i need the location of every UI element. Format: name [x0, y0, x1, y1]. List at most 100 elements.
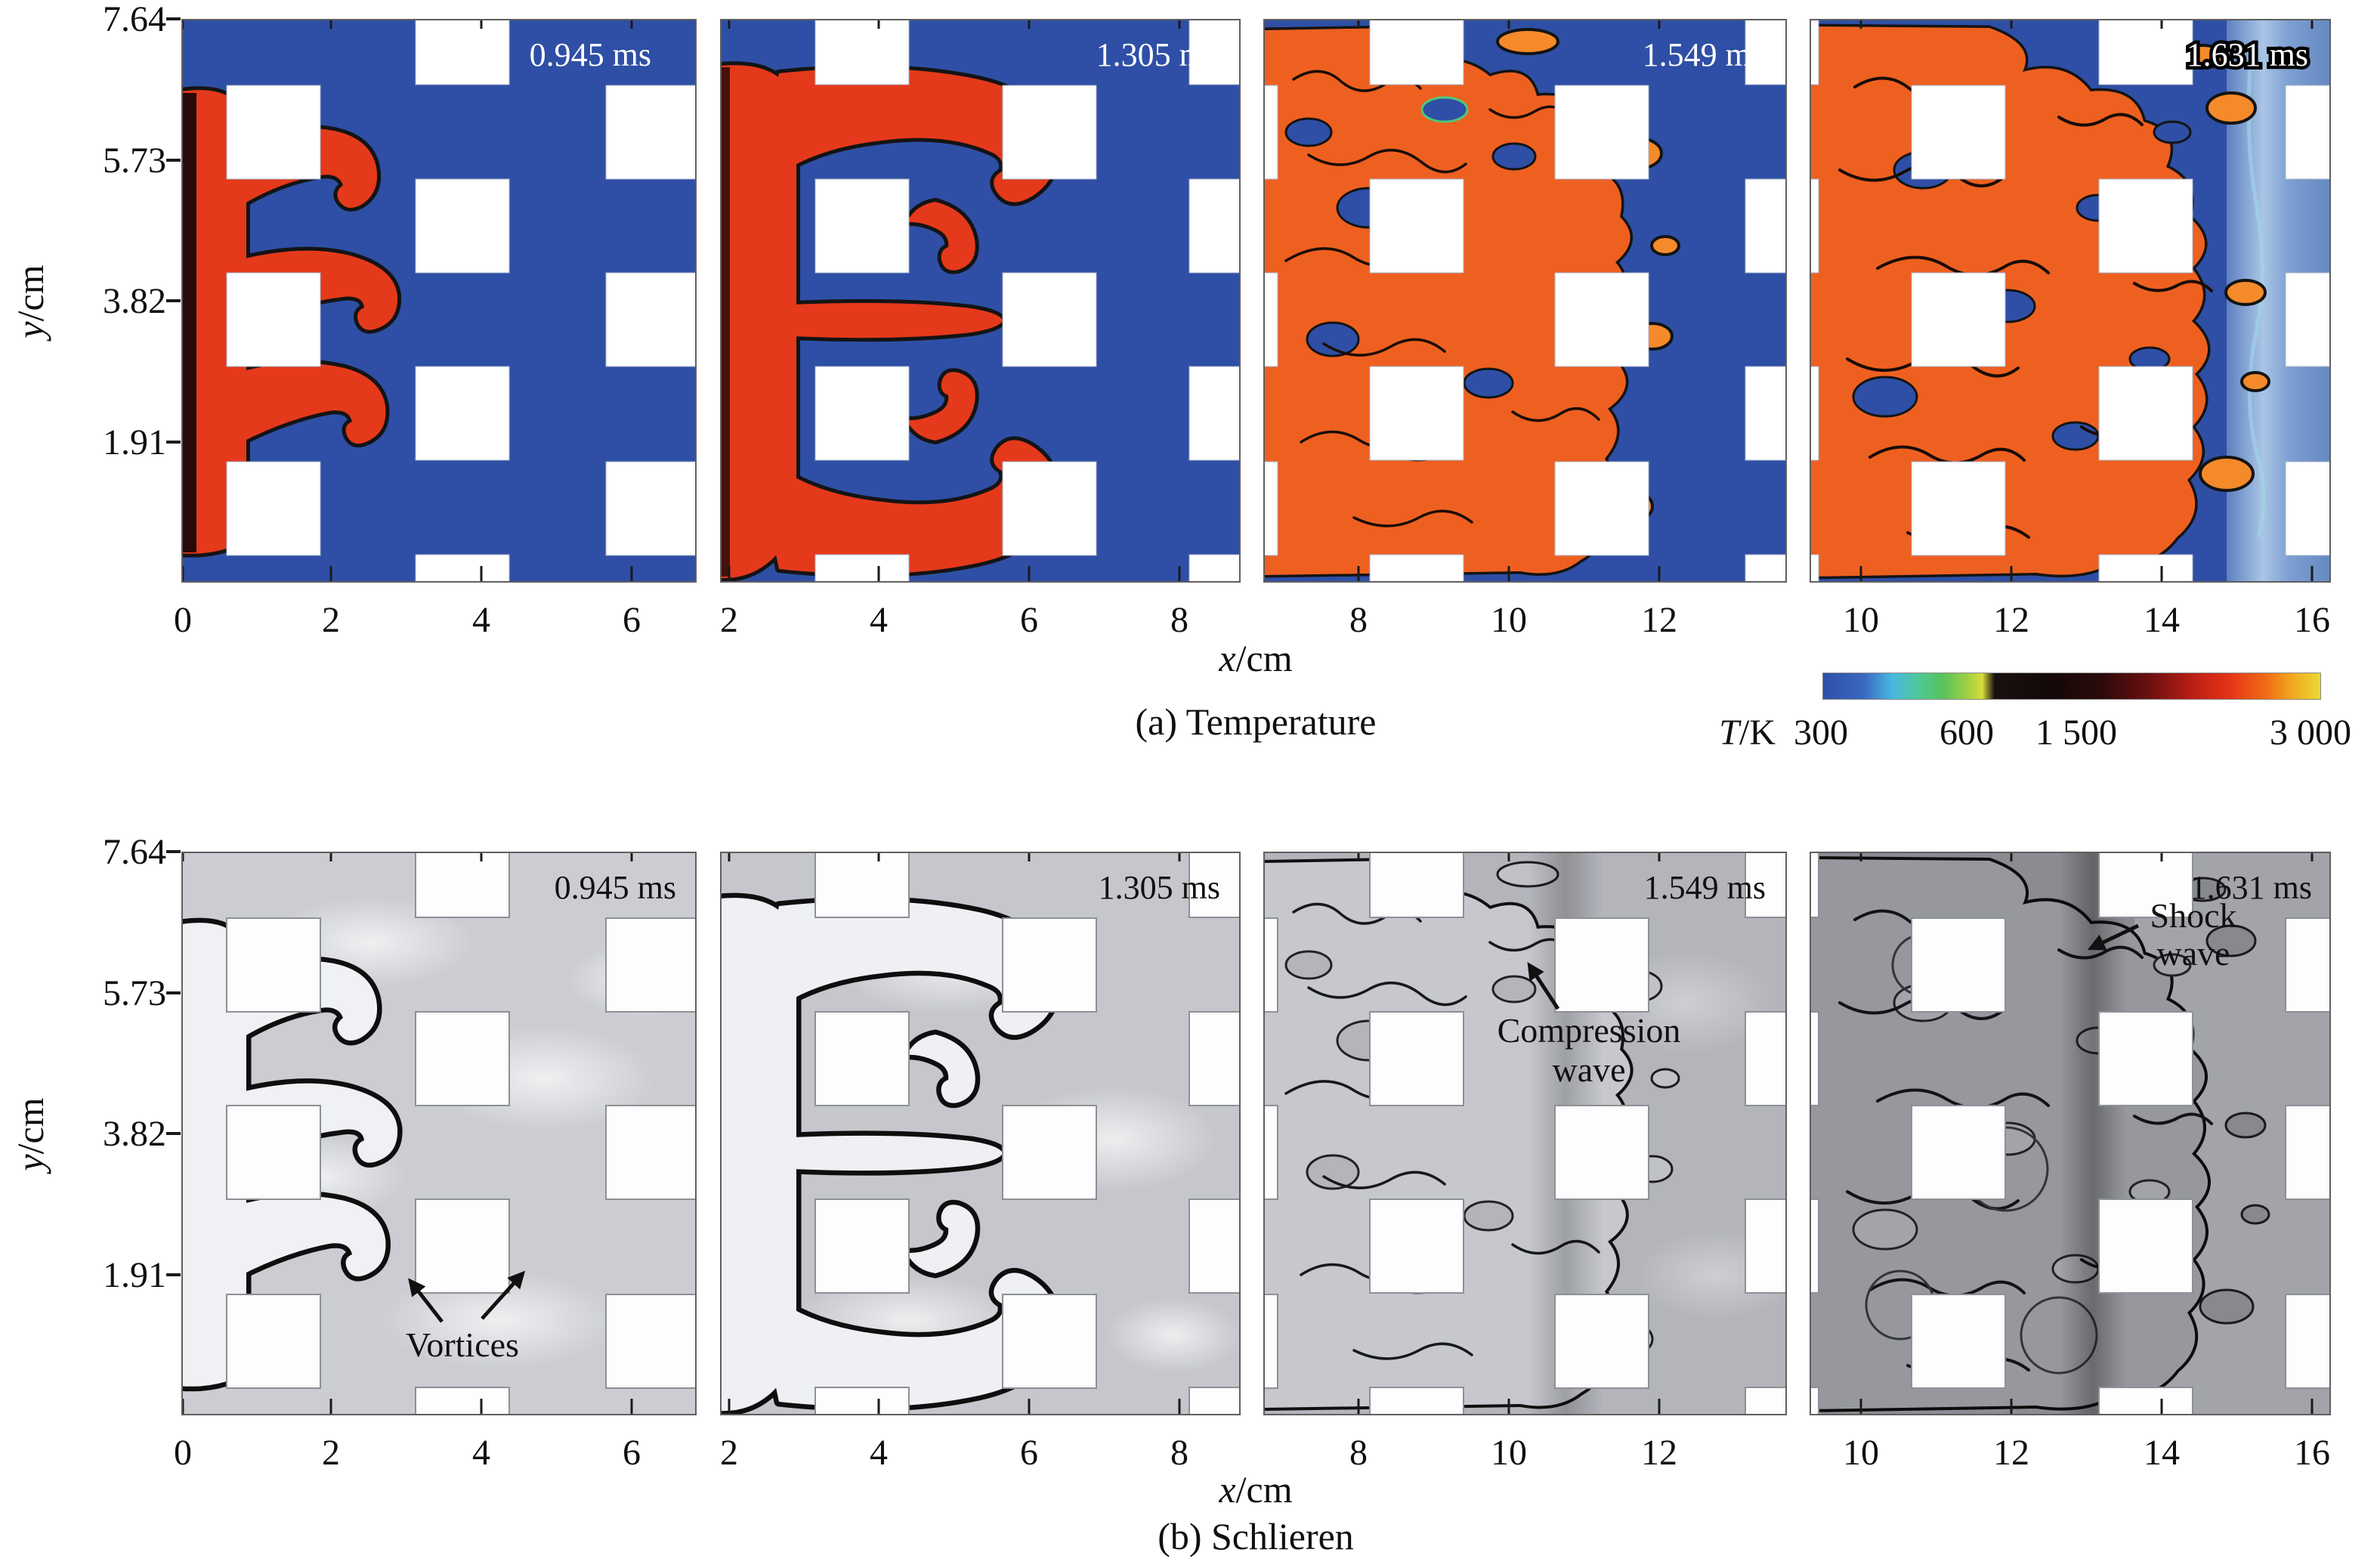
panel-frame — [181, 852, 697, 1415]
x-axis-tick-label: 10 — [1843, 600, 1879, 640]
x-axis-tick-label: 4 — [472, 600, 490, 640]
y-axis-tick-label: 1.91 — [103, 1255, 166, 1295]
x-axis-tick-label: 4 — [870, 600, 888, 640]
y-unit: /cm — [9, 264, 51, 322]
obstacle-square — [2098, 178, 2193, 274]
timestamp: 1.549 ms — [1644, 869, 1766, 906]
obstacle-square — [1369, 1198, 1464, 1294]
obstacle-square — [1002, 461, 1097, 556]
obstacle-square — [1188, 178, 1241, 274]
axis-ticks — [181, 852, 633, 1415]
obstacle-square — [226, 917, 321, 1013]
colorbar-tick-300: 300 — [1794, 713, 1848, 753]
obstacle-group — [1810, 852, 2331, 1415]
x-var: x — [1219, 1468, 1236, 1511]
y-axis-tick-label: 7.64 — [103, 0, 166, 39]
caption-a: (a) Temperature — [1135, 700, 1377, 743]
obstacle-square — [415, 1387, 510, 1415]
obstacle-square — [1263, 917, 1278, 1013]
y-axis-tick-label: 3.82 — [103, 281, 166, 321]
x-unit: /cm — [1235, 637, 1293, 679]
obstacle-square — [415, 852, 510, 918]
x-axis-tick-label: 8 — [1170, 1433, 1188, 1473]
panel-frame — [1263, 852, 1787, 1415]
x-axis-tick-label: 2 — [322, 600, 340, 640]
x-axis-tick-label: 10 — [1843, 1433, 1879, 1473]
obstacle-square — [1369, 366, 1464, 461]
colorbar-unit: /K — [1739, 713, 1776, 753]
obstacle-square — [1002, 272, 1097, 367]
y-var: y — [9, 1154, 51, 1171]
obstacle-square — [2285, 1294, 2331, 1389]
x-axis-label-temperature: x/cm — [1180, 636, 1331, 680]
timestamp: 1.305 ms — [1096, 36, 1218, 73]
caption-b: (b) Schlieren — [1158, 1515, 1354, 1557]
obstacle-square — [1554, 1105, 1649, 1200]
obstacle-square — [605, 461, 697, 556]
obstacle-square — [814, 1011, 910, 1106]
obstacle-square — [605, 272, 697, 367]
obstacle-square — [1188, 1011, 1241, 1106]
schlieren-panel-4: 1.631 ms Shock wave — [1810, 852, 2331, 1415]
x-axis-tick-label: 8 — [1349, 600, 1368, 640]
shock-wave-arrow-icon — [2087, 923, 2140, 951]
x-axis-tick-label: 12 — [1993, 1433, 2029, 1473]
obstacle-square — [1911, 272, 2006, 367]
obstacle-square — [1810, 19, 1819, 85]
x-unit: /cm — [1235, 1468, 1293, 1511]
obstacle-group — [814, 19, 1241, 583]
obstacle-square — [1554, 1294, 1649, 1389]
obstacle-square — [415, 554, 510, 583]
obstacle-square — [1745, 1011, 1787, 1106]
y-axis-tick-mark — [166, 991, 181, 994]
shock-wave-label: wave — [2156, 934, 2230, 973]
timestamp: 0.945 ms — [530, 36, 651, 73]
y-axis-tick-mark — [166, 850, 181, 853]
obstacle-square — [1263, 1105, 1278, 1200]
y-axis-tick-mark — [166, 1132, 181, 1135]
y-axis-tick-label: 1.91 — [103, 422, 166, 462]
obstacle-square — [1810, 1011, 1819, 1106]
obstacle-group — [226, 852, 697, 1415]
obstacle-square — [1810, 1198, 1819, 1294]
flame-wall-dark-zone — [181, 93, 196, 552]
obstacle-square — [814, 19, 910, 85]
panel-frame — [720, 19, 1241, 583]
obstacle-square — [2285, 85, 2331, 180]
x-axis-tick-label: 10 — [1491, 600, 1527, 640]
obstacle-square — [814, 178, 910, 274]
panel-frame — [1263, 19, 1787, 583]
x-axis-tick-label: 6 — [623, 1433, 641, 1473]
obstacle-square — [415, 366, 510, 461]
obstacle-square — [1745, 366, 1787, 461]
y-var: y — [9, 321, 51, 339]
timestamp: 1.631 ms — [2187, 36, 2308, 73]
obstacle-square — [605, 1294, 697, 1389]
obstacle-square — [1745, 178, 1787, 274]
obstacle-square — [1911, 1105, 2006, 1200]
obstacle-square — [415, 1011, 510, 1106]
x-axis-tick-label: 4 — [870, 1433, 888, 1473]
temperature-panel-4: 1.631 ms — [1810, 19, 2331, 583]
obstacle-square — [1810, 178, 1819, 274]
obstacle-square — [605, 85, 697, 180]
axis-ticks — [728, 852, 1181, 1415]
compression-wave-label: wave — [1552, 1050, 1625, 1089]
obstacle-square — [1911, 1294, 2006, 1389]
obstacle-square — [2098, 1387, 2193, 1415]
obstacle-square — [1002, 1294, 1097, 1389]
y-axis-tick-label: 5.73 — [103, 141, 166, 181]
vortices-arrow-icon — [408, 1278, 444, 1323]
obstacle-square — [2285, 917, 2331, 1013]
colorbar-tick-600: 600 — [1940, 713, 1994, 753]
y-axis-label-temperature: y/cm — [9, 207, 51, 396]
obstacle-square — [1745, 852, 1787, 918]
obstacle-square — [1911, 461, 2006, 556]
obstacle-group — [1263, 19, 1787, 583]
obstacle-square — [1810, 1387, 1819, 1415]
obstacle-square — [2098, 19, 2193, 85]
obstacle-square — [2285, 1105, 2331, 1200]
x-axis-tick-label: 4 — [472, 1433, 490, 1473]
y-axis-tick-label: 3.82 — [103, 1114, 166, 1154]
x-axis-tick-label: 12 — [1641, 600, 1677, 640]
